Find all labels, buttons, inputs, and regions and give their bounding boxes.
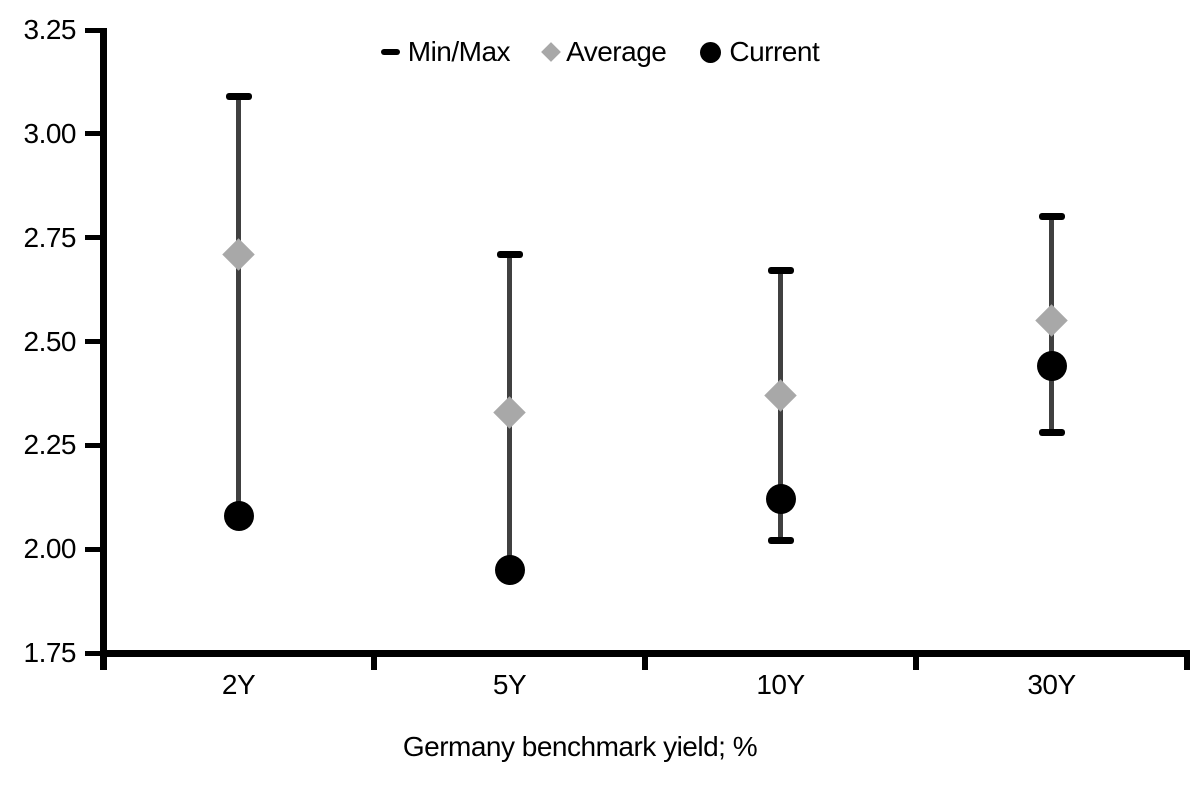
x-axis-category-label: 5Y (492, 669, 527, 700)
current-marker (223, 500, 254, 531)
legend-label-average: Average (566, 36, 667, 67)
max-cap-marker (1038, 213, 1065, 221)
x-axis-tick (371, 650, 377, 670)
x-axis-category-label: 2Y (221, 669, 256, 700)
min-cap-marker (1038, 429, 1065, 437)
y-axis-tick-label: 3.00 (23, 117, 77, 149)
y-axis-tick (85, 442, 103, 448)
legend: Min/Max Average Current (0, 34, 1200, 70)
y-axis-tick (85, 131, 103, 137)
x-axis-category-label: 10Y (756, 669, 805, 700)
legend-label-current: Current (729, 36, 820, 67)
y-axis-tick-label: 3.25 (23, 14, 77, 45)
y-axis-tick (85, 650, 103, 656)
legend-item-minmax: Min/Max (380, 34, 511, 70)
y-axis-tick-label: 1.75 (23, 637, 77, 668)
y-axis-tick-label: 2.75 (23, 221, 77, 253)
y-axis-tick-label: 2.50 (23, 325, 77, 357)
legend-item-current: Current (700, 34, 820, 70)
max-cap-marker (225, 92, 252, 100)
average-marker (493, 395, 526, 429)
current-marker (765, 484, 796, 515)
average-marker (222, 238, 255, 271)
x-axis-title: Germany benchmark yield; % (402, 731, 758, 762)
minmax-range-line (236, 96, 241, 516)
legend-label-minmax: Min/Max (407, 36, 511, 67)
x-axis-tick (913, 650, 919, 670)
y-axis-tick-label: 2.00 (23, 533, 77, 565)
legend-item-average: Average (541, 34, 667, 70)
circle-icon (700, 41, 722, 63)
x-axis-tick (642, 650, 648, 670)
y-axis-tick (85, 27, 103, 33)
dash-icon (380, 49, 400, 55)
y-axis-tick (85, 235, 103, 241)
x-axis-tick (1184, 650, 1190, 670)
x-axis-category-label: 30Y (1027, 669, 1076, 700)
current-marker (494, 554, 525, 585)
current-marker (1036, 351, 1067, 382)
y-axis-tick (85, 546, 103, 552)
average-marker (764, 379, 797, 412)
min-cap-marker (767, 537, 794, 545)
max-cap-marker (767, 267, 794, 275)
y-axis-tick-label: 2.25 (23, 429, 77, 461)
max-cap-marker (496, 250, 523, 258)
y-axis-line (100, 28, 107, 670)
average-marker (1035, 304, 1068, 337)
y-axis-tick (85, 339, 103, 344)
